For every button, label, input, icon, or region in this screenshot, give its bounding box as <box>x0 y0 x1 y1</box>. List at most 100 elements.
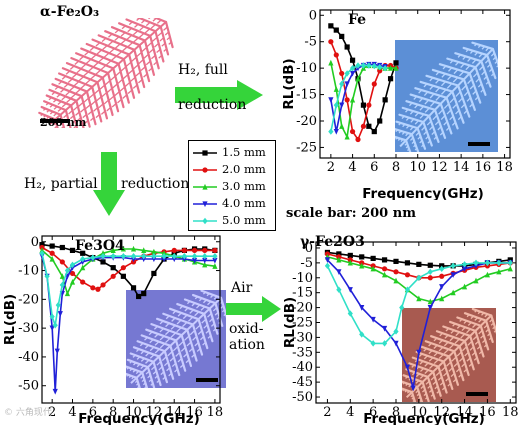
data-point <box>333 86 339 92</box>
data-point <box>324 262 331 270</box>
data-point <box>450 272 456 278</box>
data-point <box>141 252 147 260</box>
legend-swatch <box>193 150 217 156</box>
data-point <box>54 348 60 355</box>
y-axis-label: RL(dB) <box>282 297 298 348</box>
plot-frame <box>319 9 511 159</box>
data-point <box>191 257 198 264</box>
legend-label: 2.0 mm <box>222 162 266 176</box>
y-tick-label: -30 <box>292 330 313 345</box>
h2-partial-label: H₂, partial <box>24 176 98 192</box>
data-point <box>130 285 137 291</box>
data-point <box>57 311 63 317</box>
data-point <box>404 260 411 266</box>
legend-label: 4.0 mm <box>222 196 266 210</box>
chart-title: Fe <box>348 12 366 28</box>
y-tick-label: -10 <box>18 264 39 279</box>
series-line <box>330 63 386 132</box>
data-point <box>171 247 177 253</box>
y-tick-label: -40 <box>292 360 313 375</box>
x-tick-label: 16 <box>186 405 203 420</box>
data-point <box>212 247 218 253</box>
y-tick-label: -45 <box>292 375 313 390</box>
y-tick-label: -10 <box>296 61 317 76</box>
data-point <box>95 286 101 292</box>
y-tick-label: -20 <box>292 301 313 316</box>
data-point <box>80 279 86 285</box>
data-point <box>328 39 334 45</box>
full-reduction-label: reduction <box>178 97 247 113</box>
data-point <box>336 269 342 275</box>
x-tick-label: 14 <box>166 405 183 420</box>
data-point <box>69 270 76 277</box>
data-point <box>344 133 350 140</box>
data-point <box>393 277 399 284</box>
data-point <box>328 128 334 135</box>
sem-scale-bar <box>468 142 490 146</box>
data-point <box>110 252 116 260</box>
data-point <box>347 310 353 317</box>
data-point <box>181 252 187 260</box>
data-point <box>427 275 433 281</box>
x-axis-label: Frequency(GHz) <box>362 186 484 200</box>
data-point <box>141 290 147 297</box>
legend-marker <box>202 150 208 156</box>
data-point <box>328 23 334 29</box>
data-point <box>120 265 126 271</box>
data-point <box>324 257 331 263</box>
x-tick-label: 2 <box>327 160 335 175</box>
data-point <box>381 271 388 278</box>
legend-swatch <box>193 217 217 225</box>
series-2.0-mm <box>39 244 218 292</box>
data-point <box>202 247 208 253</box>
sem-fern-pattern <box>395 41 498 152</box>
data-point <box>59 273 65 279</box>
data-point <box>410 385 416 392</box>
data-point <box>371 81 377 87</box>
legend-marker <box>202 183 208 190</box>
data-point <box>507 259 513 267</box>
data-point <box>461 283 468 290</box>
data-point <box>347 259 353 266</box>
legend-label: 3.0 mm <box>222 179 266 193</box>
data-point <box>461 266 468 272</box>
legend-item: 3.0 mm <box>193 178 266 194</box>
series-line <box>326 259 511 389</box>
data-point <box>359 254 365 260</box>
data-point <box>427 268 433 276</box>
x-tick-label: 10 <box>409 160 426 175</box>
y-tick-label: -30 <box>18 321 39 336</box>
data-point <box>59 281 65 289</box>
data-point <box>80 264 86 271</box>
data-point <box>416 261 422 267</box>
data-point <box>333 101 339 109</box>
data-point <box>387 65 394 71</box>
legend-swatch <box>193 183 217 190</box>
data-point <box>212 263 218 269</box>
data-point <box>49 325 55 332</box>
x-tick-label: 6 <box>370 160 378 175</box>
data-point <box>130 245 137 252</box>
data-point <box>366 102 372 108</box>
x-tick-label: 18 <box>496 160 513 175</box>
data-point <box>359 262 365 269</box>
x-tick-label: 8 <box>392 160 400 175</box>
data-point <box>100 259 106 265</box>
x-tick-label: 12 <box>146 405 163 420</box>
data-point <box>427 298 433 305</box>
y-tick-label: -50 <box>292 390 313 405</box>
data-point <box>349 70 356 77</box>
data-point <box>366 123 372 129</box>
data-point <box>52 322 58 329</box>
data-point <box>355 75 361 82</box>
x-tick-label: 4 <box>348 160 356 175</box>
data-point <box>141 247 147 253</box>
chart-fe3o4: 2 4 6 8 10 12 14 16 18 0 -10 -20 -30 -40 -50 Frequency(… <box>2 235 226 425</box>
data-point <box>461 261 468 268</box>
x-tick-label: 10 <box>411 405 428 420</box>
oxid-label-2: ation <box>229 337 265 353</box>
data-point <box>349 128 356 135</box>
y-tick-label: 0 <box>305 241 313 256</box>
data-point <box>59 259 65 265</box>
data-point <box>151 252 157 260</box>
